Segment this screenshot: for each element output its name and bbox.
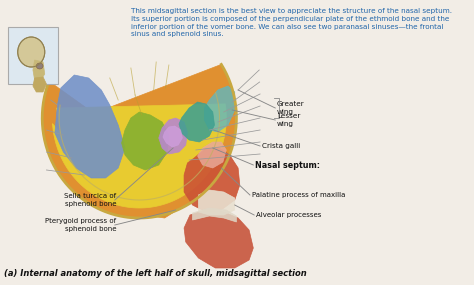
Text: (a) Internal anatomy of the left half of skull, midsagittal section: (a) Internal anatomy of the left half of…: [4, 269, 307, 278]
Polygon shape: [33, 77, 46, 92]
Text: Greater
wing: Greater wing: [277, 101, 305, 115]
Text: Alveolar processes: Alveolar processes: [256, 212, 321, 218]
Polygon shape: [192, 208, 237, 222]
Polygon shape: [184, 148, 240, 212]
Polygon shape: [42, 64, 237, 218]
Text: Pterygoid process of
sphenoid bone: Pterygoid process of sphenoid bone: [46, 218, 117, 232]
Polygon shape: [199, 190, 235, 215]
Polygon shape: [159, 118, 187, 154]
Polygon shape: [163, 126, 182, 147]
Polygon shape: [198, 142, 226, 168]
Polygon shape: [53, 104, 226, 208]
Ellipse shape: [36, 63, 43, 69]
Text: Lesser
wing: Lesser wing: [277, 113, 301, 127]
Text: Crista galli: Crista galli: [262, 143, 300, 149]
Polygon shape: [33, 60, 45, 82]
FancyBboxPatch shape: [8, 27, 58, 84]
Text: Palatine process of maxilla: Palatine process of maxilla: [252, 192, 345, 198]
Polygon shape: [55, 75, 125, 178]
Polygon shape: [179, 102, 214, 142]
Ellipse shape: [18, 37, 45, 67]
Polygon shape: [184, 210, 253, 268]
Text: Nasal septum:: Nasal septum:: [255, 160, 320, 170]
Text: Sella turcica of
sphenoid bone: Sella turcica of sphenoid bone: [64, 194, 117, 207]
Text: This midsagittal section is the best view to appreciate the structure of the nas: This midsagittal section is the best vie…: [131, 8, 452, 37]
Polygon shape: [204, 86, 235, 132]
Polygon shape: [122, 112, 169, 170]
